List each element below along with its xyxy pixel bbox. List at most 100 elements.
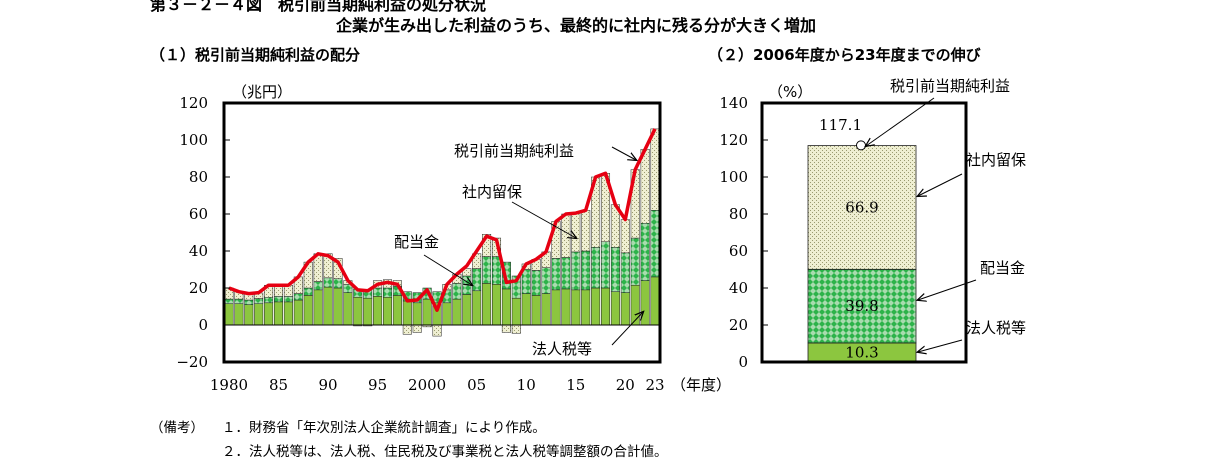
bar-dividend-2003 — [452, 283, 462, 300]
panel1-frame — [222, 101, 662, 364]
bar-tax-2018 — [600, 287, 611, 326]
panel1-title: （１）税引前当期純利益の配分 — [150, 46, 361, 64]
bar-dividend-2016 — [581, 250, 591, 291]
panel1-y-tick-label: −20 — [176, 353, 208, 371]
bar-tax-2022 — [640, 280, 650, 326]
bar-tax-2004 — [462, 294, 472, 326]
bar-dividend-1984 — [264, 297, 274, 304]
bar-dividend-1991 — [333, 278, 343, 289]
panel2-y-ticks: 0 20 40 60 80 100 120 140 — [719, 94, 768, 371]
bar-dividend-1983 — [254, 298, 264, 304]
bar-retained-2020 — [620, 219, 630, 254]
panel2-bar-retained-label: 66.9 — [845, 198, 878, 216]
bar-tax-2016 — [581, 289, 591, 326]
panel1-x-tick-label: 1980 — [210, 376, 248, 394]
panel2-annotation-dividend: 配当金 — [980, 259, 1025, 277]
bar-tax-1992 — [343, 292, 353, 326]
annotation-dividend-arrow — [423, 254, 472, 285]
bar-dividend-2009 — [511, 275, 521, 299]
panel1-x-tick-label: 23 — [645, 376, 664, 394]
bar-tax-1981 — [234, 303, 244, 326]
profit-line — [228, 128, 657, 312]
panel2-y-tick-label: 0 — [738, 353, 748, 371]
bar-tax-2010 — [521, 293, 531, 326]
note-1: １．財務省「年次別法人企業統計調査」により作成。 — [222, 420, 546, 436]
panel2-y-tick-label: 100 — [719, 168, 748, 186]
bar-tax-1987 — [293, 299, 303, 326]
bar-dividend-1990 — [323, 277, 333, 288]
panel1-x-tick-label: 05 — [467, 376, 486, 394]
panel2-annotation-retained: 社内留保 — [966, 151, 1026, 169]
bar-retained-1998 — [402, 324, 412, 335]
panel1-x-tick-label: 20 — [616, 376, 635, 394]
panel2-bar-dividend-label: 39.8 — [845, 297, 878, 315]
panel2-bar-tax-label: 10.3 — [845, 343, 878, 361]
annotation-retained-arrow — [511, 201, 576, 238]
bar-dividend-2014 — [561, 257, 571, 290]
bar-dividend-2023 — [650, 210, 660, 278]
panel2-bar-dividend — [807, 268, 917, 344]
bar-dividend-2015 — [571, 251, 581, 291]
panel2-total-label: 117.1 — [819, 116, 862, 134]
panel2-y-tick-label: 40 — [729, 279, 748, 297]
bar-tax-2003 — [452, 298, 462, 326]
bar-retained-2023 — [650, 128, 660, 211]
panel2-y-tick-label: 80 — [729, 205, 748, 223]
panel2-bar-retained — [807, 145, 917, 270]
panel2-annotation-tax: 法人税等 — [966, 319, 1026, 337]
bar-tax-1990 — [323, 286, 333, 326]
bar-dividend-1996 — [382, 287, 393, 298]
bar-dividend-1982 — [244, 299, 254, 305]
note-2: ２．法人税等は、法人税、住民税及び事業税と法人税等調整額の合計値。 — [222, 444, 668, 460]
panel1-y-ticks: −20 0 20 40 60 80 100 120 — [176, 94, 230, 371]
bar-dividend-2020 — [620, 252, 630, 293]
bar-tax-1995 — [373, 296, 383, 326]
bar-tax-2015 — [571, 289, 581, 326]
bar-dividend-2010 — [521, 269, 531, 294]
bar-tax-1997 — [392, 295, 402, 326]
bar-tax-2009 — [511, 297, 521, 326]
bar-retained-2008 — [501, 324, 511, 333]
bar-dividend-1981 — [234, 298, 244, 304]
panel2-y-tick-label: 20 — [729, 316, 748, 334]
bar-tax-1999 — [412, 302, 422, 326]
bar-dividend-2007 — [491, 256, 502, 285]
bar-dividend-2004 — [462, 275, 472, 295]
bar-tax-1985 — [273, 301, 284, 326]
panel1-x-tick-label: 95 — [368, 376, 387, 394]
bar-tax-1989 — [313, 289, 323, 326]
bar-tax-2013 — [551, 289, 561, 326]
annotation-retained: 社内留保 — [462, 183, 522, 201]
panel2-title: （２）2006年度から23年度までの伸び — [708, 46, 981, 64]
bar-tax-2011 — [531, 295, 541, 326]
annotation-tax: 法人税等 — [532, 340, 592, 358]
panel1-x-ticks: 1980 85 90 95 2000 05 10 15 20 23 — [210, 376, 665, 394]
bar-dividend-1988 — [303, 287, 313, 296]
panel1-x-tick-label: 15 — [566, 376, 585, 394]
bar-dividend-2005 — [472, 268, 482, 292]
bar-tax-2023 — [650, 276, 660, 326]
bar-tax-2021 — [630, 284, 640, 326]
annotation-tax-arrow — [611, 312, 643, 346]
bar-dividend-1985 — [273, 296, 284, 303]
panel2-frame — [760, 101, 968, 364]
bar-tax-1982 — [244, 304, 254, 326]
panel1-x-tick-label: 10 — [517, 376, 536, 394]
panel1-x-tick-label: 90 — [318, 376, 337, 394]
bar-tax-2000 — [422, 298, 432, 326]
bar-dividend-1986 — [283, 296, 293, 303]
bar-dividend-2013 — [551, 258, 561, 291]
figure-subtitle: 企業が生み出した利益のうち、最終的に社内に残る分が大きく増加 — [336, 16, 817, 35]
bar-retained-2015 — [571, 212, 581, 253]
bar-tax-1980 — [224, 303, 234, 326]
bar-dividend-2022 — [640, 223, 650, 281]
panel2-annotation-retained-arrow — [918, 173, 963, 196]
bar-retained-2022 — [640, 149, 650, 224]
bar-retained-2004 — [462, 268, 472, 277]
bar-tax-1993 — [353, 297, 363, 326]
panel1-y-tick-label: 60 — [189, 205, 208, 223]
panel1-y-tick-label: 40 — [189, 242, 208, 260]
panel1-x-tick-label: 85 — [269, 376, 288, 394]
panel2-bars: 10.3 39.8 66.9 — [807, 145, 917, 363]
bar-retained-2001 — [432, 324, 442, 337]
